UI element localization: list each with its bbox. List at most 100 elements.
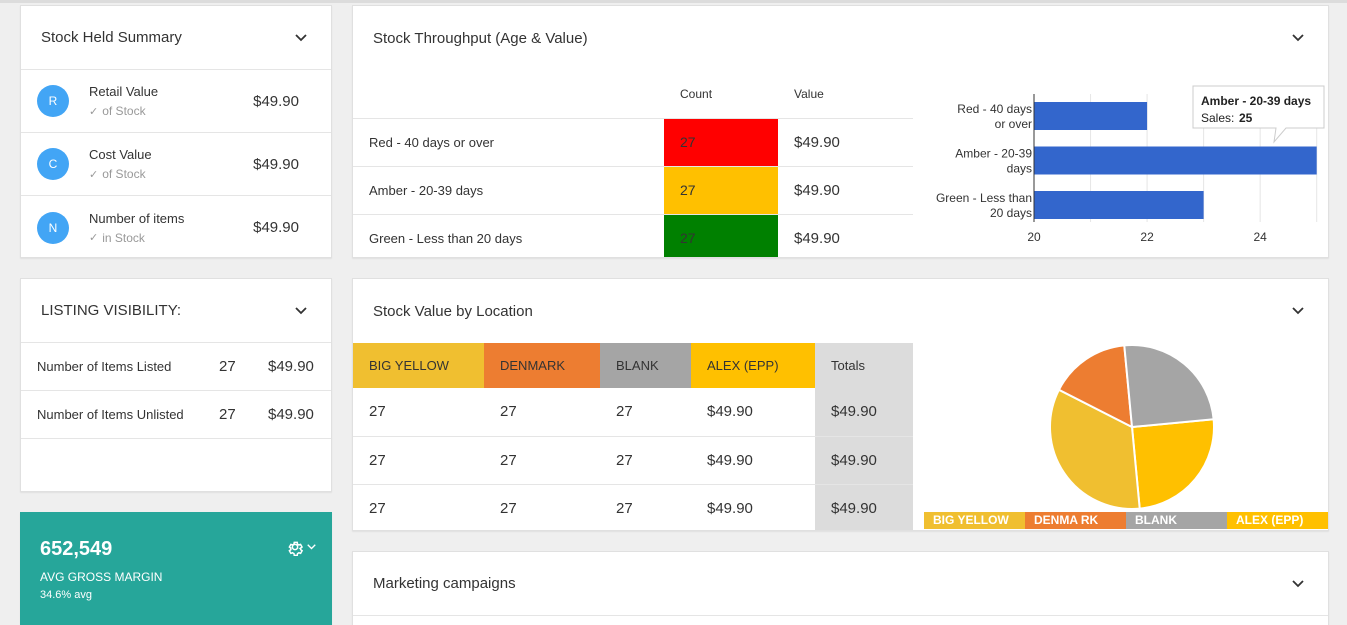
cell: 27	[616, 499, 633, 517]
location-table: BIG YELLOW DENMARK BLANK ALEX (EPP) Tota…	[353, 343, 913, 530]
table-row: 27 27 27 $49.90 $49.90	[353, 484, 913, 530]
pie-slice	[1130, 418, 1215, 510]
chevron-down-icon[interactable]	[1288, 28, 1308, 48]
cell: 27	[369, 499, 386, 517]
marketing-title: Marketing campaigns	[373, 575, 516, 592]
tooltip-title: Amber - 20-39 days	[1201, 94, 1311, 108]
summary-value: $49.90	[253, 219, 299, 236]
listing-label: Number of Items Unlisted	[37, 407, 184, 422]
summary-label: Cost Value	[89, 147, 152, 162]
listing-value: $49.90	[268, 406, 314, 423]
location-title: Stock Value by Location	[373, 302, 533, 320]
settings-menu[interactable]	[286, 538, 316, 556]
cell: $49.90	[691, 388, 815, 437]
avatar: C	[37, 148, 69, 180]
count-cell-red: 27	[664, 118, 778, 167]
category-label: Green - Less than 20 days	[936, 191, 1032, 220]
listing-value: $49.90	[268, 358, 314, 375]
summary-label: Number of items	[89, 210, 185, 226]
summary-row-cost: C Cost Value ✓ of Stock $49.90	[21, 133, 331, 196]
legend-item: ALEX (EPP)	[1227, 512, 1328, 529]
cell: 27	[353, 436, 484, 485]
chevron-down-icon[interactable]	[291, 28, 311, 48]
total-cell: $49.90	[815, 484, 913, 530]
category-label: Red - 40 days or over	[957, 102, 1032, 131]
col-blank: BLANK	[600, 343, 691, 388]
pie-slice	[1123, 344, 1215, 429]
cell: 27	[500, 499, 517, 517]
bar	[1034, 102, 1148, 130]
marketing-card: Marketing campaigns	[352, 551, 1329, 625]
count-cell-amber: 27	[664, 166, 778, 215]
cell: 27	[600, 436, 691, 485]
legend-item: BLANK	[1126, 512, 1227, 529]
cell: 27	[353, 388, 484, 437]
check-icon: ✓	[89, 168, 99, 181]
row-label: Red - 40 days or over	[353, 118, 664, 167]
listing-count: 27	[219, 358, 236, 375]
listing-row: Number of Items Listed 27 $49.90	[21, 343, 331, 391]
table-row: 27 27 27 $49.90 $49.90	[353, 388, 913, 437]
location-card: Stock Value by Location BIG YELLOW DENMA…	[352, 278, 1329, 531]
margin-avg: 34.6% avg	[40, 589, 92, 601]
row-value: $49.90	[778, 118, 913, 167]
pie-slice	[1057, 344, 1134, 429]
summary-sub: in Stock	[102, 230, 145, 245]
summary-value: $49.90	[253, 155, 299, 173]
location-pie-chart	[1049, 344, 1215, 510]
throughput-bar-chart: Red - 40 days or over Amber - 20-39 days Gre…	[936, 85, 1325, 244]
stock-held-card: Stock Held Summary R Retail Value ✓ of St…	[20, 5, 332, 258]
top-divider	[0, 0, 1347, 3]
col-denmark: DENMARK	[484, 343, 600, 388]
listing-row: Number of Items Unlisted 27 $49.90	[21, 391, 331, 439]
tooltip: Amber - 20-39 days Sales: 25	[1192, 85, 1325, 144]
gear-icon	[288, 541, 304, 556]
col-totals: Totals	[815, 343, 913, 388]
listing-header: LISTING VISIBILITY:	[21, 279, 331, 343]
table-row: Green - Less than 20 days 27 $49.90	[353, 214, 913, 257]
listing-count: 27	[219, 406, 236, 423]
chevron-down-icon[interactable]	[1288, 301, 1308, 321]
summary-sub: of Stock	[102, 167, 146, 181]
row-value: $49.90	[778, 166, 913, 215]
bar	[1034, 146, 1317, 175]
chevron-down-icon	[307, 544, 316, 550]
margin-label: AVG GROSS MARGIN	[40, 570, 163, 584]
row-label: Amber - 20-39 days	[353, 166, 664, 215]
table-row: Red - 40 days or over 27 $49.90	[353, 118, 913, 167]
tooltip-value: 25	[1239, 111, 1253, 125]
listing-title: LISTING VISIBILITY:	[41, 302, 182, 319]
pie-legend: BIG YELLOW DENMA RK BLANK ALEX (EPP)	[924, 512, 1328, 529]
throughput-header: Stock Throughput (Age & Value)	[353, 6, 1328, 70]
bar	[1034, 191, 1204, 219]
marketing-header: Marketing campaigns	[353, 552, 1328, 616]
col-value: Value	[778, 70, 913, 119]
count-cell-green: 27	[664, 214, 778, 257]
check-icon: ✓	[89, 232, 99, 244]
chevron-down-icon[interactable]	[1288, 574, 1308, 594]
throughput-table: Count Value Red - 40 days or over 27 $49…	[353, 70, 913, 257]
stock-held-header: Stock Held Summary	[21, 6, 331, 70]
check-icon: ✓	[89, 105, 99, 118]
cell: $49.90	[707, 499, 753, 517]
legend-item: DENMA RK	[1025, 512, 1126, 529]
listing-label: Number of Items Listed	[37, 359, 172, 374]
cell: 27	[484, 436, 600, 485]
legend-item: BIG YELLOW	[924, 512, 1025, 529]
col-alex-epp: ALEX (EPP)	[691, 343, 815, 388]
cell: 27	[484, 388, 600, 437]
category-label: Amber - 20-39 days	[955, 147, 1032, 176]
tick-label: 24	[1253, 230, 1267, 244]
throughput-card: Stock Throughput (Age & Value) Count Val…	[352, 5, 1329, 258]
stock-held-title: Stock Held Summary	[41, 29, 182, 46]
summary-value: $49.90	[253, 92, 299, 110]
total-cell: $49.90	[815, 388, 913, 437]
chevron-down-icon[interactable]	[291, 301, 311, 321]
table-row: 27 27 27 $49.90 $49.90	[353, 436, 913, 485]
cell: 27	[600, 388, 691, 437]
avatar: N	[37, 211, 69, 244]
col-big-yellow: BIG YELLOW	[353, 343, 484, 388]
row-label: Green - Less than 20 days	[369, 230, 523, 246]
avatar: R	[37, 85, 69, 117]
throughput-title: Stock Throughput (Age & Value)	[373, 29, 588, 47]
